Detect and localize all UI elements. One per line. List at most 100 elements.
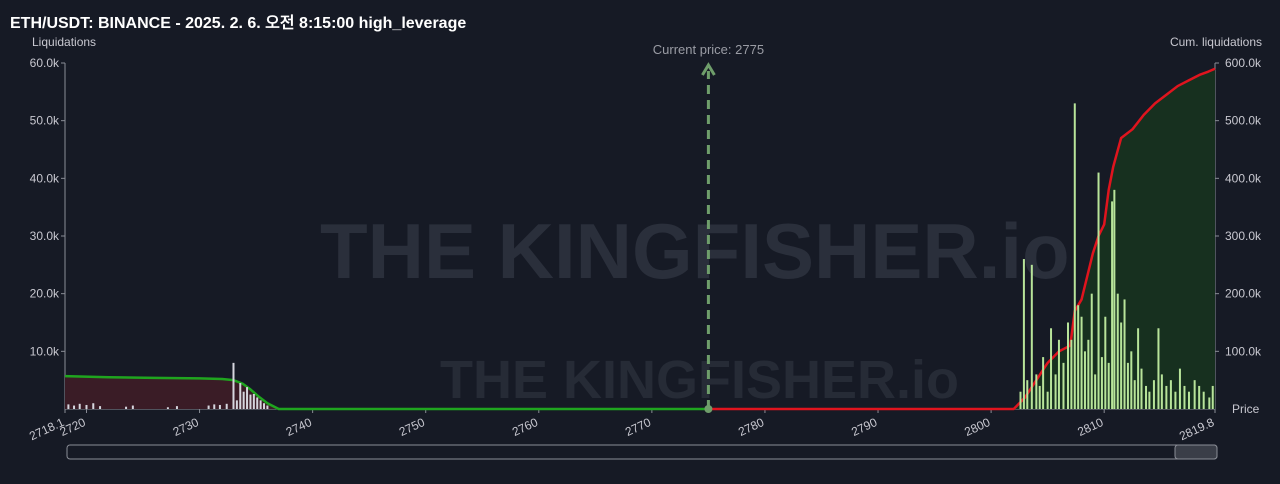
scrollbar[interactable] — [66, 444, 1218, 460]
bar — [259, 400, 262, 409]
bar — [1137, 328, 1140, 409]
x-tick-label: 2770 — [623, 415, 653, 439]
bar — [256, 397, 259, 409]
bar — [1066, 322, 1069, 409]
bar — [1198, 385, 1201, 409]
bar — [239, 383, 242, 409]
y2-axis-label: Cum. liquidations — [1170, 35, 1262, 49]
bar — [1113, 189, 1116, 409]
x-tick-label: 2780 — [736, 415, 766, 439]
watermark: THE KINGFISHER.io — [320, 207, 1070, 295]
bar — [1094, 374, 1097, 409]
bar — [125, 406, 128, 409]
bar — [1035, 374, 1038, 409]
bar — [99, 406, 102, 409]
bar — [78, 403, 81, 409]
bar — [1152, 380, 1155, 409]
bar — [1030, 264, 1033, 409]
bar — [1140, 368, 1143, 409]
bar — [266, 405, 269, 409]
bar — [1165, 385, 1168, 409]
cumulative-line — [64, 374, 709, 411]
y-axis-label: Liquidations — [32, 35, 96, 49]
bar — [1145, 385, 1148, 409]
bar — [242, 391, 245, 409]
bar — [225, 403, 228, 409]
y-tick-label: 40.0k — [30, 171, 60, 185]
bar — [131, 405, 134, 409]
bar — [1169, 380, 1172, 409]
bar — [1202, 391, 1205, 409]
bar — [213, 404, 216, 409]
bar — [1073, 103, 1076, 409]
current-price-arrow — [701, 62, 716, 76]
bar — [1087, 339, 1090, 409]
current-price-dot — [704, 405, 713, 413]
bar — [1070, 339, 1073, 409]
bar — [1104, 316, 1107, 409]
bar — [246, 387, 249, 409]
y2-tick-label: 100.0k — [1225, 344, 1262, 358]
y2-tick-label: 200.0k — [1225, 287, 1262, 301]
bar — [252, 394, 255, 409]
bar — [1157, 328, 1160, 409]
y-tick-label: 10.0k — [30, 344, 60, 358]
scrollbar-handle[interactable] — [1174, 444, 1218, 460]
bar — [1050, 328, 1053, 409]
bar — [1183, 385, 1186, 409]
bar — [85, 404, 88, 409]
bar — [1019, 391, 1022, 409]
plot-area: 10.0k 20.0k 30.0k 40.0k 50.0k 60.0k 100.0k 200.… — [27, 42, 1262, 443]
x-tick-label: 2800 — [962, 415, 992, 439]
bar — [263, 403, 266, 409]
current-price-label: Current price: 2775 — [653, 42, 764, 57]
bar — [232, 362, 235, 409]
x-tick-label: 2790 — [849, 415, 879, 439]
bar — [1057, 339, 1060, 409]
y-tick-label: 50.0k — [30, 114, 60, 128]
bar — [249, 394, 252, 409]
bar — [1193, 380, 1196, 409]
x-tick-label: 2740 — [284, 415, 314, 439]
bar — [1174, 391, 1177, 409]
bar — [1090, 293, 1093, 409]
y2-tick-label: 600.0k — [1225, 56, 1262, 70]
bar — [1123, 299, 1126, 409]
watermark-layer: THE KINGFISHER.io THE KINGFISHER.io — [320, 207, 1070, 410]
bar — [1187, 391, 1190, 409]
bar — [235, 400, 238, 409]
watermark: THE KINGFISHER.io — [440, 350, 959, 410]
y-tick-label: 60.0k — [30, 56, 60, 70]
bar — [1077, 305, 1080, 409]
x-tick-label: 2760 — [510, 415, 540, 439]
bar — [92, 403, 95, 409]
bar — [67, 404, 70, 409]
bar — [166, 407, 169, 409]
bar — [175, 406, 178, 409]
x-tick-label: 2810 — [1075, 415, 1105, 439]
chart-title: ETH/USDT: BINANCE - 2025. 2. 6. 오전 8:15:… — [10, 14, 466, 32]
y2-tick-label: 300.0k — [1225, 229, 1262, 243]
bar — [1038, 385, 1041, 409]
bar — [1062, 362, 1065, 409]
y2-tick-label: 400.0k — [1225, 171, 1262, 185]
bar — [1046, 391, 1049, 409]
bar — [73, 405, 76, 409]
bar — [1026, 380, 1029, 409]
bar — [1126, 362, 1129, 409]
bar — [1160, 374, 1163, 409]
x-tick-label: 2720 — [58, 415, 88, 439]
bar — [1148, 391, 1151, 409]
x-axis-label: Price — [1232, 402, 1260, 416]
bar — [207, 405, 210, 409]
bar — [1097, 172, 1100, 409]
bar — [1107, 362, 1110, 409]
bar — [1080, 316, 1083, 409]
bar — [1133, 380, 1136, 409]
cumulative-line — [708, 67, 1216, 411]
bar — [1130, 351, 1133, 409]
area-fill — [708, 68, 1215, 410]
x-tick-label: 2819.8 — [1177, 415, 1216, 443]
